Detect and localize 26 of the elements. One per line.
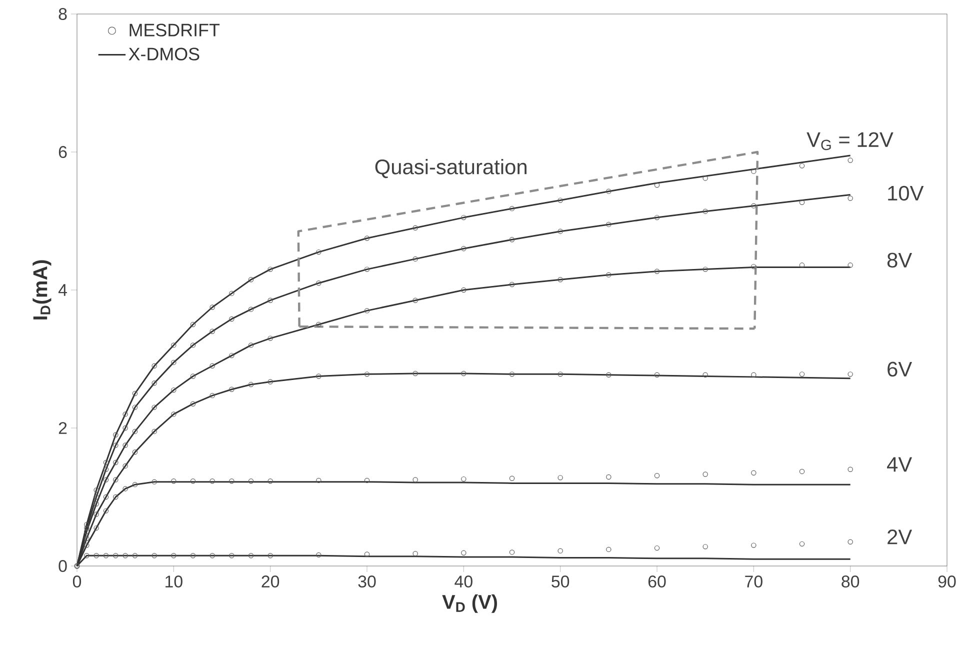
annotation: 8V bbox=[887, 252, 912, 268]
x-tick-label: 30 bbox=[358, 576, 376, 588]
x-tick-label: 10 bbox=[166, 576, 182, 588]
x-tick-label: 70 bbox=[745, 576, 762, 588]
annotation: 6V bbox=[888, 362, 912, 377]
y-tick-label: 2 bbox=[58, 422, 67, 434]
y-tick-label: 8 bbox=[58, 8, 67, 20]
annotation: Quasi-saturation bbox=[375, 159, 526, 178]
y-tick-label: 6 bbox=[58, 146, 67, 158]
x-tick-label: 90 bbox=[938, 576, 956, 588]
annotation: 2V bbox=[888, 530, 912, 544]
y-axis-title: I$_{D}$(mA) bbox=[32, 260, 52, 320]
x-axis-title: V$_{D}$ (V) bbox=[442, 594, 497, 613]
x-tick-label: 50 bbox=[552, 576, 570, 588]
legend-label: X-DMOS bbox=[128, 48, 200, 60]
x-tick-label: 60 bbox=[648, 576, 666, 588]
annotation: 4V bbox=[887, 457, 912, 472]
x-tick-label: 20 bbox=[262, 576, 280, 588]
annotation: 10V bbox=[888, 186, 924, 201]
y-tick-label: 4 bbox=[58, 284, 67, 296]
x-tick-label: 80 bbox=[842, 576, 860, 588]
x-tick-label: 40 bbox=[454, 576, 472, 588]
annotation: V$_{G}$ = 12V bbox=[806, 132, 894, 150]
legend-label: MESDRIFT bbox=[130, 24, 220, 36]
x-tick-label: 0 bbox=[72, 576, 82, 588]
y-tick-label: 0 bbox=[58, 560, 67, 572]
